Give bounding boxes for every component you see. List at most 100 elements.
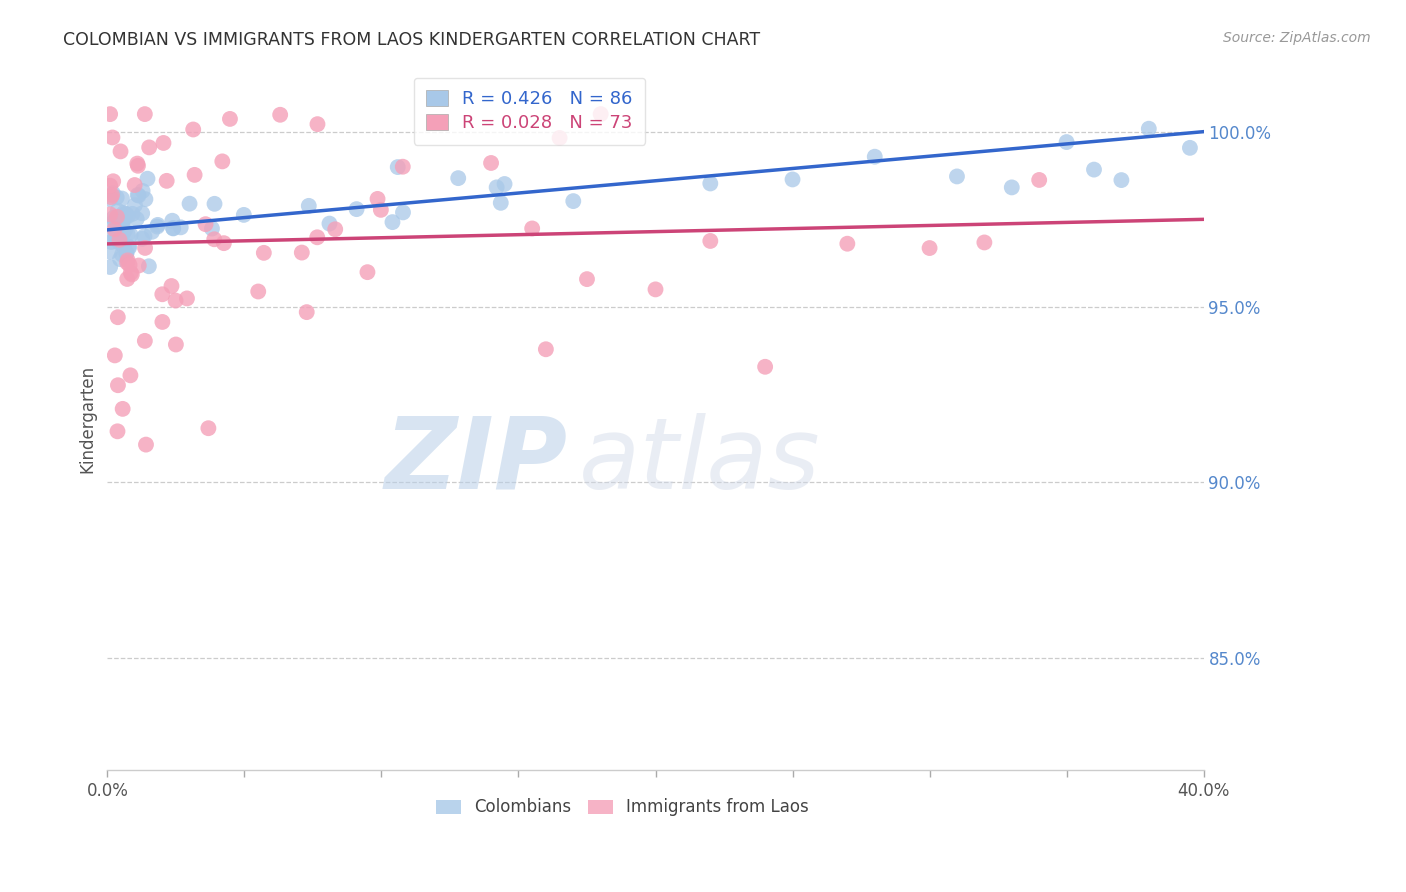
Point [1056,135,1078,149]
Point [782,172,804,186]
Point [346,202,368,216]
Point [117,240,139,254]
Point [323,222,346,236]
Point [118,258,141,272]
Point [211,154,233,169]
Point [108,233,131,247]
Point [197,421,219,435]
Point [479,156,502,170]
Point [447,171,470,186]
Point [117,227,139,242]
Text: Source: ZipAtlas.com: Source: ZipAtlas.com [1223,31,1371,45]
Point [134,107,156,121]
Point [162,221,184,235]
Text: COLOMBIAN VS IMMIGRANTS FROM LAOS KINDERGARTEN CORRELATION CHART: COLOMBIAN VS IMMIGRANTS FROM LAOS KINDER… [63,31,761,49]
Point [575,272,598,286]
Point [146,219,169,234]
Point [212,236,235,251]
Point [131,232,153,246]
Point [117,253,139,268]
Point [134,192,156,206]
Point [124,198,146,212]
Point [107,425,129,439]
Point [307,117,329,131]
Y-axis label: Kindergarten: Kindergarten [79,365,96,474]
Point [111,218,134,232]
Point [108,235,131,250]
Point [121,268,143,282]
Point [100,190,122,204]
Point [103,174,125,188]
Point [112,206,135,220]
Point [179,196,201,211]
Point [367,192,389,206]
Point [1178,141,1201,155]
Point [111,247,134,261]
Point [107,310,129,325]
Point [127,156,149,170]
Point [202,232,225,246]
Point [117,209,139,223]
Point [1111,173,1133,187]
Point [136,171,159,186]
Point [162,213,184,227]
Point [118,240,141,254]
Point [101,188,124,202]
Point [973,235,995,250]
Point [1001,180,1024,194]
Point [150,287,173,301]
Point [110,219,132,234]
Point [128,259,150,273]
Point [114,207,136,221]
Point [307,230,329,244]
Point [370,202,392,217]
Point [120,368,142,383]
Point [165,337,187,351]
Point [105,190,128,204]
Point [170,220,193,235]
Point [152,315,174,329]
Point [318,217,340,231]
Point [111,401,134,416]
Point [110,145,132,159]
Point [176,292,198,306]
Point [128,188,150,202]
Point [120,227,142,242]
Point [165,293,187,308]
Point [522,221,544,235]
Point [863,150,886,164]
Point [103,213,125,227]
Point [127,159,149,173]
Point [98,230,121,244]
Point [103,211,125,225]
Point [699,234,721,248]
Point [548,131,571,145]
Point [104,228,127,243]
Point [534,343,557,357]
Point [160,279,183,293]
Point [111,192,134,206]
Text: ZIP: ZIP [385,413,568,510]
Point [112,211,135,226]
Point [1083,162,1105,177]
Point [134,241,156,255]
Point [152,136,174,150]
Point [103,222,125,236]
Point [103,215,125,229]
Point [194,217,217,231]
Point [295,305,318,319]
Point [104,348,127,362]
Point [112,239,135,253]
Point [494,177,516,191]
Point [181,122,204,136]
Point [138,259,160,273]
Point [121,207,143,221]
Point [204,196,226,211]
Point [946,169,969,184]
Point [232,208,254,222]
Point [111,215,134,229]
Point [699,177,721,191]
Point [269,108,291,122]
Point [131,206,153,220]
Point [754,359,776,374]
